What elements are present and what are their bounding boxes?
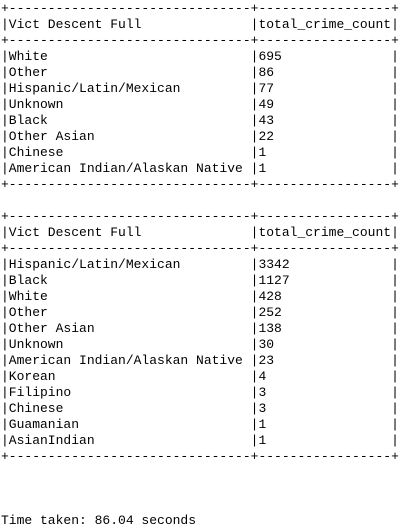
table-row: |Other |252 | bbox=[1, 305, 399, 320]
spacer bbox=[1, 465, 401, 513]
result-tables: +-------------------------------+-------… bbox=[1, 1, 401, 465]
table-row: |Unknown |30 | bbox=[1, 337, 399, 352]
table-row: |Other Asian |22 | bbox=[1, 129, 399, 144]
table-border: +-------------------------------+-------… bbox=[1, 177, 399, 192]
table-row: |Hispanic/Latin/Mexican |77 | bbox=[1, 81, 399, 96]
table-border: +-------------------------------+-------… bbox=[1, 33, 399, 48]
table-row: |White |695 | bbox=[1, 49, 399, 64]
table-header-row: |Vict Descent Full |total_crime_count| bbox=[1, 225, 399, 240]
table-row: |Chinese |1 | bbox=[1, 145, 399, 160]
table-row: |Korean |4 | bbox=[1, 369, 399, 384]
table-row: |American Indian/Alaskan Native |1 | bbox=[1, 161, 399, 176]
table-row: |Hispanic/Latin/Mexican |3342 | bbox=[1, 257, 399, 272]
table-header-row: |Vict Descent Full |total_crime_count| bbox=[1, 17, 399, 32]
table-border: +-------------------------------+-------… bbox=[1, 241, 399, 256]
table-border: +-------------------------------+-------… bbox=[1, 1, 399, 16]
spacer bbox=[1, 193, 401, 209]
table-border: +-------------------------------+-------… bbox=[1, 449, 399, 464]
table-border: +-------------------------------+-------… bbox=[1, 209, 399, 224]
table-row: |Filipino |3 | bbox=[1, 385, 399, 400]
time-taken-text: Time taken: 86.04 seconds bbox=[1, 513, 197, 528]
result-table: +-------------------------------+-------… bbox=[1, 209, 401, 465]
table-row: |Guamanian |1 | bbox=[1, 417, 399, 432]
table-row: |Unknown |49 | bbox=[1, 97, 399, 112]
table-row: |Chinese |3 | bbox=[1, 401, 399, 416]
table-row: |American Indian/Alaskan Native |23 | bbox=[1, 353, 399, 368]
table-row: |White |428 | bbox=[1, 289, 399, 304]
result-table: +-------------------------------+-------… bbox=[1, 1, 401, 193]
table-row: |Other Asian |138 | bbox=[1, 321, 399, 336]
table-row: |Black |43 | bbox=[1, 113, 399, 128]
table-row: |Other |86 | bbox=[1, 65, 399, 80]
table-row: |Black |1127 | bbox=[1, 273, 399, 288]
table-row: |AsianIndian |1 | bbox=[1, 433, 399, 448]
